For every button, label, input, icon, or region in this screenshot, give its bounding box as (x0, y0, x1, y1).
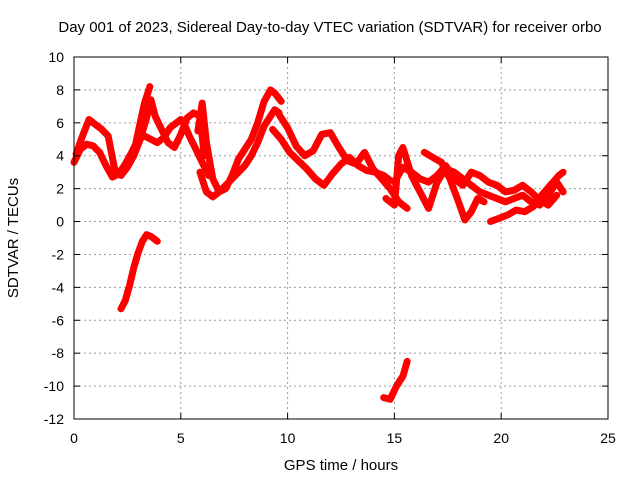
series-line-satellite-track-13 (380, 357, 411, 403)
y-tick-label: 8 (56, 82, 64, 98)
x-tick-label: 10 (280, 430, 296, 446)
plot-frame (73, 56, 609, 420)
chart-title: Day 001 of 2023, Sidereal Day-to-day VTE… (58, 19, 601, 36)
series-line-satellite-track-10 (390, 162, 561, 209)
series-line-satellite-track-12 (487, 168, 567, 225)
y-tick-label: -10 (44, 378, 64, 394)
y-tick-label: 10 (48, 49, 64, 65)
tick-marks (73, 56, 609, 420)
series-line-satellite-track-4 (117, 231, 161, 313)
x-axis-label: GPS time / hours (284, 457, 398, 474)
y-tick-labels: -12 -10 -8 -6 -4 -2 0 2 4 6 8 10 (44, 49, 64, 427)
y-tick-label: 4 (56, 148, 64, 164)
y-tick-label: 6 (56, 115, 64, 131)
y-tick-label: -12 (44, 411, 64, 427)
x-tick-label: 25 (600, 430, 616, 446)
series-line-satellite-track-5 (196, 106, 283, 201)
y-tick-label: 0 (56, 214, 64, 230)
x-tick-labels: 0 5 10 15 20 25 (70, 430, 616, 446)
x-tick-label: 0 (70, 430, 78, 446)
x-tick-label: 5 (177, 430, 185, 446)
y-axis-label: SDTVAR / TECUs (5, 178, 22, 298)
y-tick-label: -2 (52, 246, 65, 262)
x-tick-label: 15 (387, 430, 403, 446)
x-tick-label: 20 (493, 430, 509, 446)
series-line-satellite-track-6 (194, 86, 285, 196)
series-line-satellite-track-2 (72, 96, 208, 179)
y-tick-label: -8 (52, 345, 65, 361)
series-line-satellite-track-3 (132, 83, 154, 147)
series-layer (70, 83, 567, 403)
y-tick-label: 2 (56, 181, 64, 197)
y-tick-label: -4 (52, 279, 65, 295)
series-line-satellite-track-8 (275, 111, 411, 212)
series-line-satellite-track-11 (420, 148, 488, 224)
y-tick-label: -6 (52, 312, 65, 328)
